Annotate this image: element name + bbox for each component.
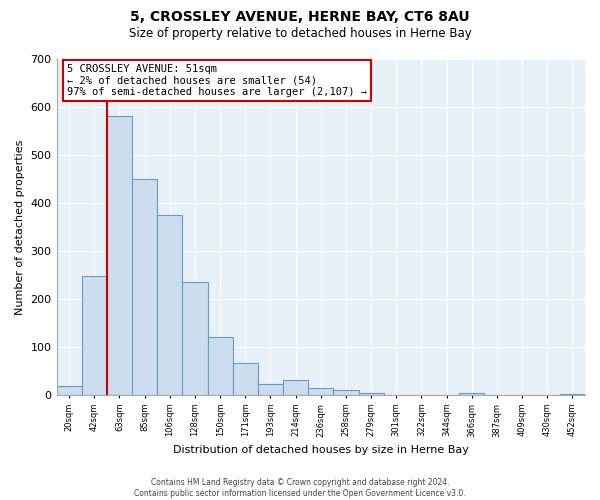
Bar [233, 363, 258, 395]
Bar [157, 216, 182, 395]
Text: Contains HM Land Registry data © Crown copyright and database right 2024.
Contai: Contains HM Land Registry data © Crown c… [134, 478, 466, 498]
Text: Size of property relative to detached houses in Herne Bay: Size of property relative to detached ho… [128, 28, 472, 40]
Bar [82, 276, 107, 395]
Bar [283, 380, 308, 395]
Bar [208, 338, 233, 395]
Y-axis label: Number of detached properties: Number of detached properties [15, 140, 25, 314]
Bar [182, 282, 208, 395]
Bar [334, 390, 359, 395]
Bar [56, 386, 82, 395]
Bar [359, 392, 383, 395]
X-axis label: Distribution of detached houses by size in Herne Bay: Distribution of detached houses by size … [173, 445, 469, 455]
Bar [132, 180, 157, 395]
Text: 5 CROSSLEY AVENUE: 51sqm
← 2% of detached houses are smaller (54)
97% of semi-de: 5 CROSSLEY AVENUE: 51sqm ← 2% of detache… [67, 64, 367, 97]
Bar [560, 394, 585, 395]
Bar [258, 384, 283, 395]
Bar [459, 392, 484, 395]
Text: 5, CROSSLEY AVENUE, HERNE BAY, CT6 8AU: 5, CROSSLEY AVENUE, HERNE BAY, CT6 8AU [130, 10, 470, 24]
Bar [107, 116, 132, 395]
Bar [308, 388, 334, 395]
